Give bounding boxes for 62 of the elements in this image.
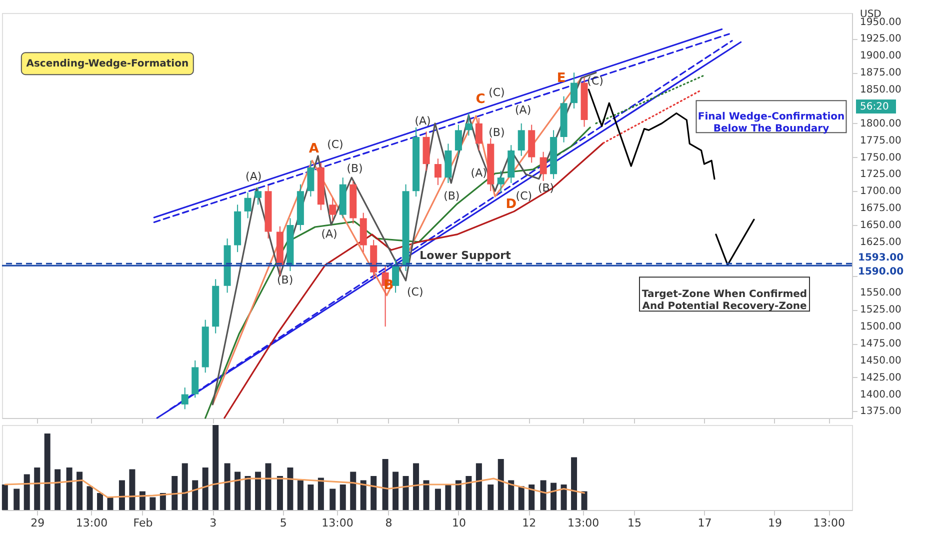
ref-line-label: 1590.00 — [858, 266, 904, 278]
x-tick-label: Feb — [133, 516, 153, 530]
y-tick-label: 1800.00 — [860, 118, 902, 130]
x-tick-label: 13:00 — [76, 516, 108, 530]
annotation: (B) — [488, 126, 505, 139]
x-tick-label: 15 — [628, 516, 642, 530]
y-tick-label: 1900.00 — [860, 50, 902, 62]
y-tick-label: 1375.00 — [860, 406, 902, 418]
x-tick-label: 3 — [210, 516, 217, 530]
annotation: (B) — [538, 181, 554, 194]
x-tick-label: 17 — [698, 516, 712, 530]
annotation: (C) — [327, 138, 344, 152]
annotation: C — [476, 92, 486, 107]
y-tick-label: 1700.00 — [860, 186, 902, 198]
x-tick-label: 13:00 — [567, 516, 600, 530]
y-tick-label: 1950.00 — [860, 16, 902, 28]
annotation: A — [308, 141, 319, 156]
y-tick-label: 1775.00 — [860, 135, 902, 146]
annotation: (A) — [514, 104, 532, 117]
annotation: (C) — [587, 74, 604, 88]
annotation: (C) — [516, 189, 532, 202]
annotation: (A) — [246, 170, 262, 184]
x-tick-label: 13:00 — [322, 516, 354, 530]
x-tick-label: 12 — [522, 516, 536, 530]
y-tick-label: 1875.00 — [860, 68, 902, 79]
x-tick-label: 19 — [768, 516, 782, 530]
y-tick-label: 1850.00 — [860, 84, 902, 96]
y-tick-label: 1750.00 — [860, 152, 902, 164]
y-tick-label: 1550.00 — [860, 288, 902, 299]
annotation: Lower Support — [420, 249, 511, 262]
x-tick-label: 29 — [30, 516, 45, 530]
annotation: E — [556, 70, 566, 86]
annotation: Target-Zone When Confirmed And Potential Recovery-Zone — [642, 289, 808, 312]
y-tick-label: 1500.00 — [860, 322, 902, 333]
y-tick-label: 1525.00 — [860, 304, 902, 316]
x-tick-label: 10 — [452, 516, 466, 530]
y-tick-label: 1925.00 — [860, 34, 902, 45]
annotation: (B) — [276, 274, 294, 287]
y-tick-label: 1650.00 — [860, 220, 902, 231]
annotation: (A) — [321, 228, 338, 241]
annotation: Final Wedge-Confirmation Below The Boundary — [698, 112, 845, 135]
y-tick-label: 1675.00 — [860, 203, 902, 214]
ref-line-label: 1593.00 — [858, 252, 904, 264]
y-tick-label: 1450.00 — [860, 355, 902, 366]
y-tick-label: 1625.00 — [860, 236, 902, 248]
text: 56:20 — [860, 102, 889, 113]
y-tick-label: 1425.00 — [860, 372, 902, 384]
x-tick-label: 13:00 — [813, 516, 845, 530]
annotation: Ascending-Wedge-Formation — [26, 58, 189, 70]
annotation: (C) — [406, 285, 424, 298]
annotation: (B) — [444, 189, 460, 202]
y-tick-label: 1475.00 — [860, 338, 902, 350]
y-tick-label: 1725.00 — [860, 169, 902, 180]
annotation: (A) — [414, 114, 431, 128]
annotation: B — [384, 278, 394, 294]
annotation: (B) — [346, 162, 363, 175]
x-tick-label: 8 — [385, 516, 392, 530]
annotation: (A) — [470, 166, 487, 180]
y-tick-label: 1400.00 — [860, 389, 902, 400]
annotation: (C) — [488, 86, 505, 99]
x-tick-label: 5 — [280, 516, 287, 530]
annotation: D — [506, 197, 517, 212]
